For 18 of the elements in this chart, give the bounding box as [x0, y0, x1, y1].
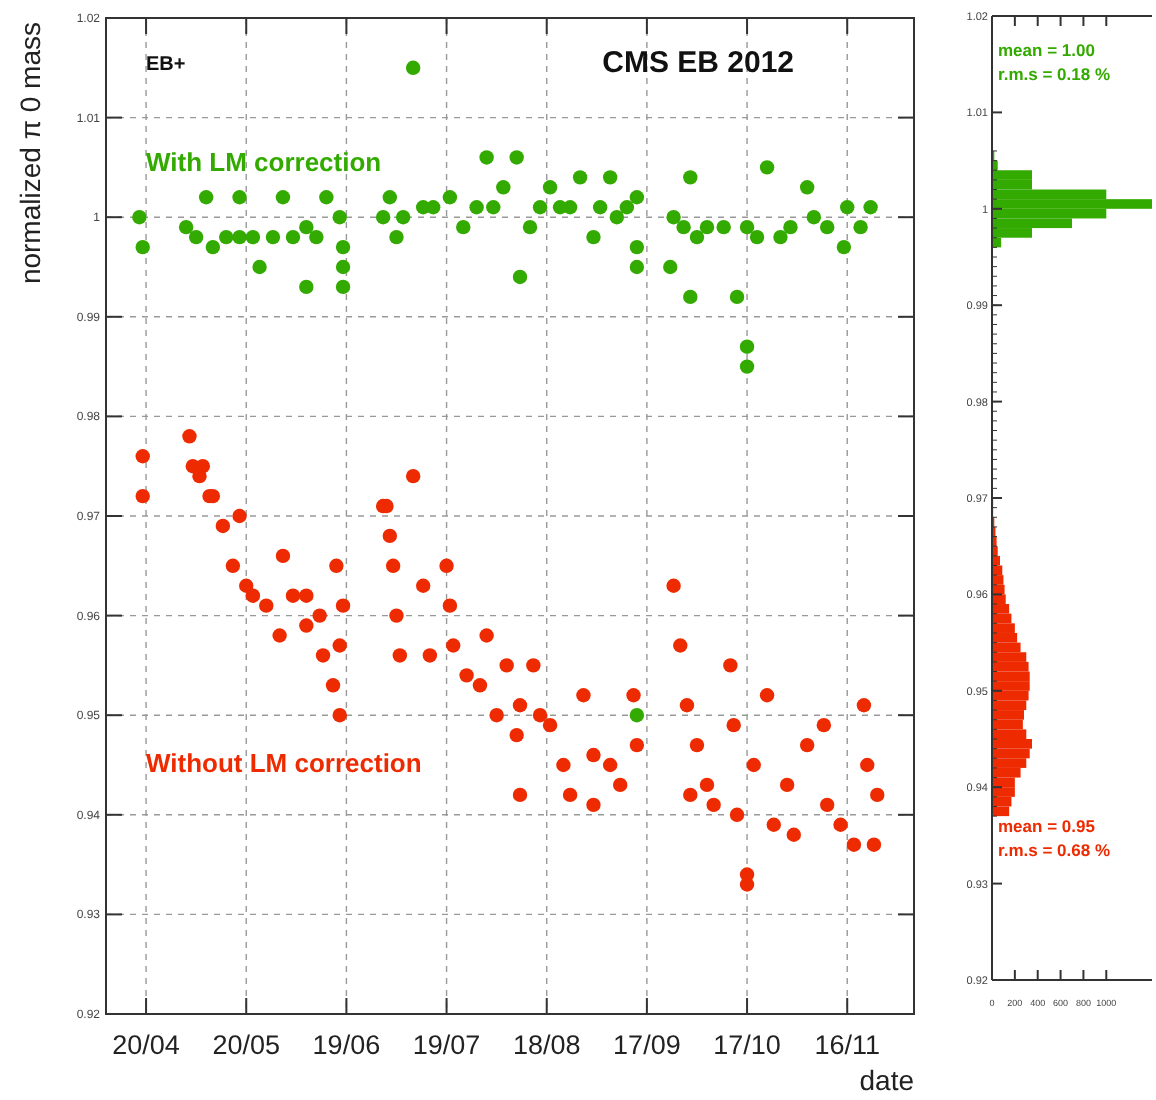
x-tick-label: 19/06 — [312, 1030, 381, 1060]
annotation: mean = 1.00 — [998, 40, 1096, 60]
text: CMS EB 2012 — [602, 46, 794, 80]
x-tick-label: 20/05 — [212, 1030, 281, 1060]
annotation: r.m.s = 0.18 % — [998, 64, 1111, 84]
annotation: EB+ — [146, 54, 186, 76]
annotation: mean = 0.95 — [998, 816, 1096, 836]
annotation: r.m.s = 0.68 % — [998, 840, 1111, 860]
x-axis-title: date — [859, 1064, 915, 1096]
series-label: With LM correction — [146, 147, 382, 178]
y-axis-title: normalized π 0 mass — [14, 22, 46, 285]
text: Without LM correction — [146, 748, 422, 779]
x-tick-label: 16/11 — [814, 1030, 880, 1060]
x-tick-label: 17/09 — [613, 1030, 681, 1060]
x-tick-label: 20/04 — [112, 1030, 181, 1060]
x-tick-label: 18/08 — [512, 1030, 581, 1060]
x-tick-label: 17/10 — [713, 1030, 781, 1060]
x-tick-label: 19/07 — [412, 1030, 481, 1060]
